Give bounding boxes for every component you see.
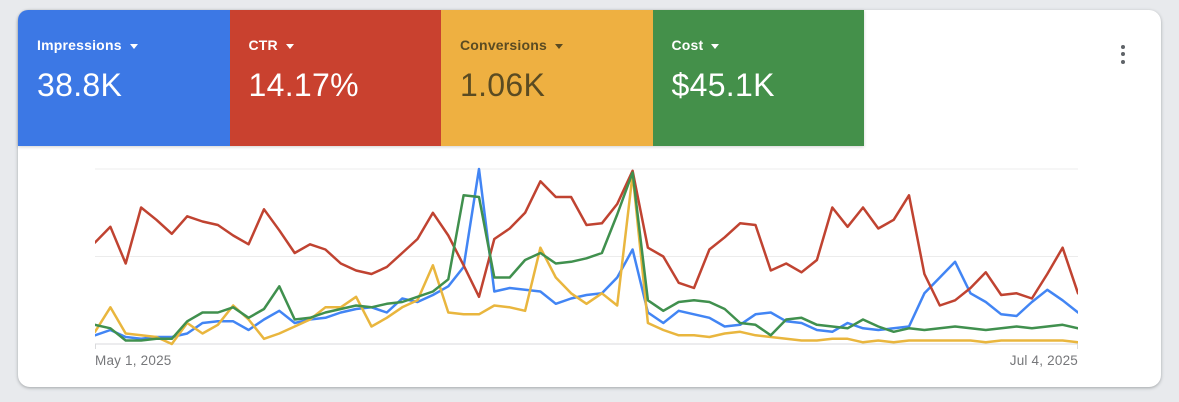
metric-card-conversions[interactable]: Conversions 1.06K	[441, 10, 653, 146]
metric-card-cost[interactable]: Cost $45.1K	[652, 10, 864, 146]
line-series-cost[interactable]	[95, 171, 1078, 342]
metric-label: Impressions	[37, 37, 122, 53]
metric-label: Conversions	[460, 37, 547, 53]
line-series-impressions[interactable]	[95, 167, 1078, 341]
x-axis-end-label: Jul 4, 2025	[1009, 353, 1078, 368]
metric-cards-row: Impressions 38.8K CTR 14.17% Conversions…	[18, 10, 864, 146]
metric-value: 14.17%	[248, 67, 359, 103]
dropdown-arrow-icon[interactable]	[555, 43, 563, 49]
x-axis-start-label: May 1, 2025	[95, 353, 172, 368]
performance-chart-card: Impressions 38.8K CTR 14.17% Conversions…	[18, 10, 1161, 387]
timeseries-chart[interactable]	[95, 160, 1078, 360]
metric-label: Cost	[671, 37, 704, 53]
more-options-button[interactable]	[1104, 35, 1142, 73]
metric-card-ctr[interactable]: CTR 14.17%	[229, 10, 441, 146]
metric-value: 1.06K	[460, 67, 546, 103]
line-series-ctr[interactable]	[95, 169, 1078, 307]
dropdown-arrow-icon[interactable]	[711, 43, 720, 49]
dropdown-arrow-icon[interactable]	[129, 43, 138, 49]
metric-value: $45.1K	[671, 67, 775, 103]
x-axis-labels: May 1, 2025 Jul 4, 2025	[95, 353, 1078, 368]
metric-card-impressions[interactable]: Impressions 38.8K	[18, 10, 230, 146]
line-series-conversions[interactable]	[95, 173, 1078, 346]
metric-value: 38.8K	[37, 67, 123, 103]
dropdown-arrow-icon[interactable]	[285, 43, 294, 49]
metric-label: CTR	[248, 37, 278, 53]
